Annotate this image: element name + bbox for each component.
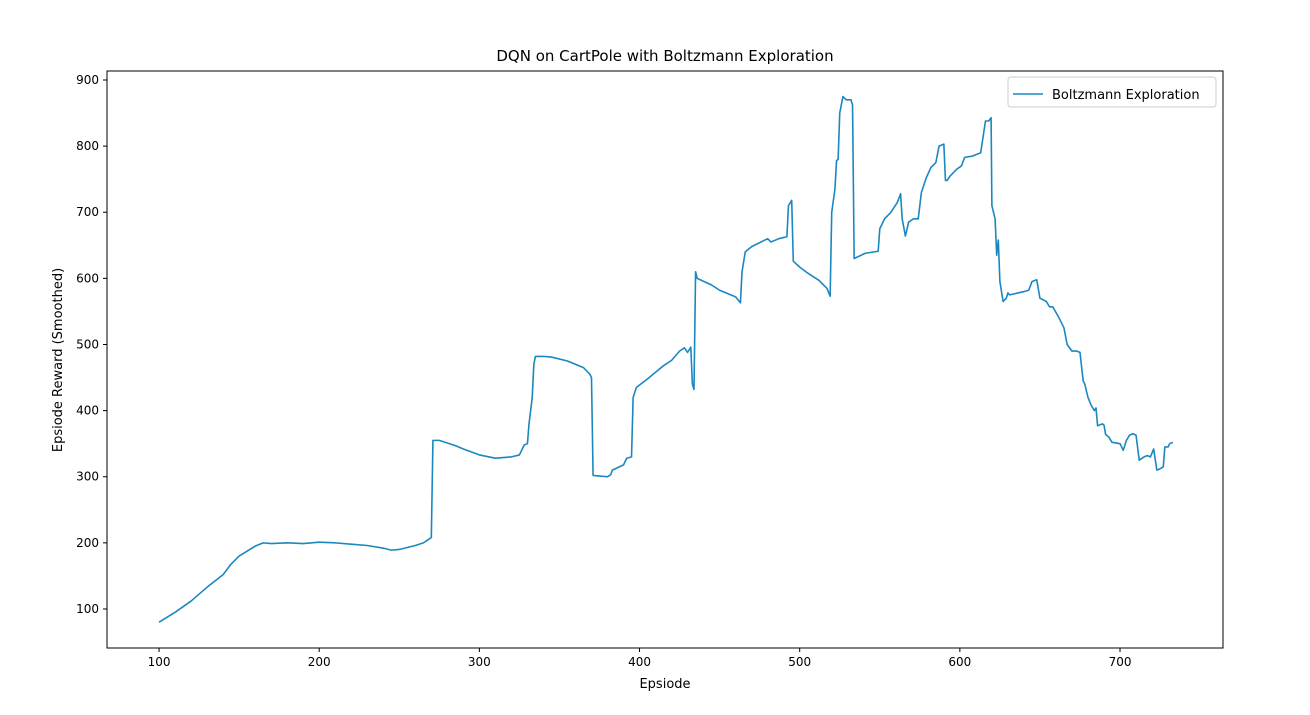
y-tick-label: 900 — [76, 73, 99, 87]
y-tick-label: 200 — [76, 536, 99, 550]
line-series — [158, 95, 1174, 623]
plot-frame — [106, 70, 1224, 649]
x-tick-label: 400 — [628, 655, 651, 669]
legend-box — [1007, 76, 1217, 108]
x-tick-label: 300 — [468, 655, 491, 669]
y-tick-label: 800 — [76, 139, 99, 153]
x-tick-label: 200 — [308, 655, 331, 669]
x-tick-label: 700 — [1109, 655, 1132, 669]
x-tick-label: 600 — [948, 655, 971, 669]
legend-label: Boltzmann Exploration — [1052, 88, 1200, 103]
y-tick-label: 700 — [76, 205, 99, 219]
y-tick-label: 500 — [76, 337, 99, 351]
x-axis-label: Epsiode — [639, 677, 690, 692]
y-axis-label: Epsiode Reward (Smoothed) — [51, 268, 66, 452]
x-tick-label: 100 — [148, 655, 171, 669]
y-tick-label: 300 — [76, 470, 99, 484]
y-tick-label: 400 — [76, 404, 99, 418]
x-tick-label: 500 — [788, 655, 811, 669]
chart-title: DQN on CartPole with Boltzmann Explorati… — [496, 47, 833, 65]
y-tick-label: 100 — [76, 602, 99, 616]
y-tick-label: 600 — [76, 271, 99, 285]
